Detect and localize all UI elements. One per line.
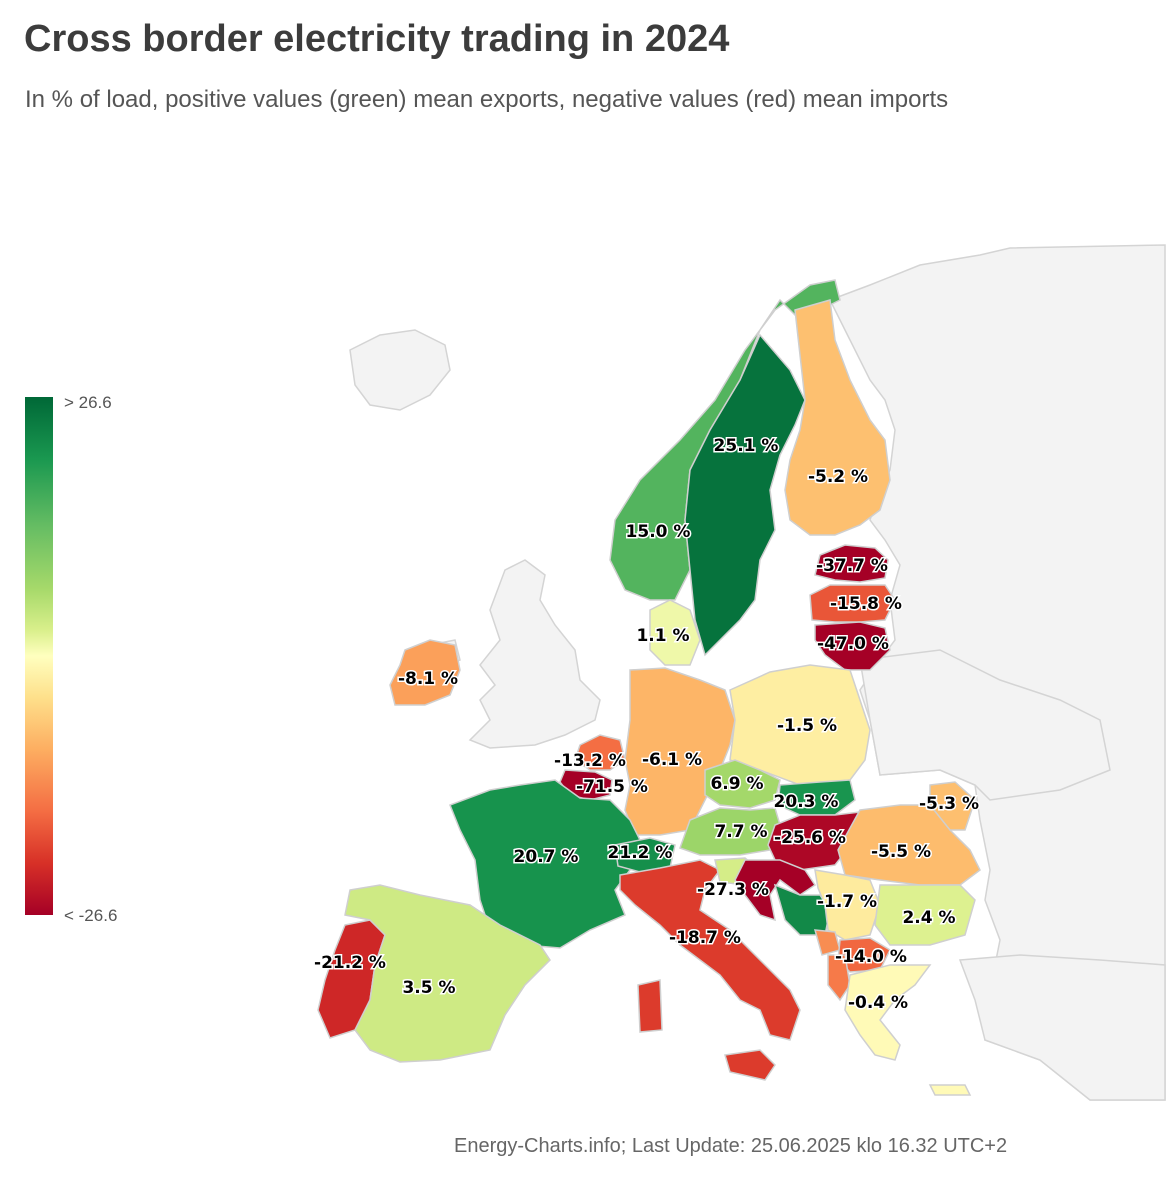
value-label-sweden: 25.1 %	[714, 436, 779, 456]
region-netherlands[interactable]	[574, 734, 626, 771]
region-lithuania[interactable]	[814, 621, 891, 671]
region-ireland[interactable]	[389, 639, 461, 706]
region-slovakia[interactable]	[777, 779, 856, 816]
value-label-norway: 15.0 %	[626, 522, 691, 542]
value-label-switzerland: 21.2 %	[608, 843, 673, 863]
region-estonia[interactable]	[814, 544, 889, 583]
value-label-romania: -5.5 %	[871, 842, 931, 862]
region-albania[interactable]	[827, 954, 851, 1002]
region-romania[interactable]	[837, 804, 981, 886]
value-labels: 15.0 % 25.1 % -5.2 % -37.7 % -15.8 % -47.0 % 1…	[313, 435, 981, 1015]
value-label-finland: -5.2 %	[808, 467, 868, 487]
value-label-latvia: -15.8 %	[830, 594, 902, 614]
legend-min-label: < -26.6	[64, 906, 118, 925]
region-finland[interactable]	[784, 299, 891, 536]
region-bulgaria[interactable]	[874, 884, 976, 946]
turkey	[958, 954, 1166, 1101]
value-label-slovakia: 20.3 %	[774, 792, 839, 812]
belarus-ukraine	[859, 649, 1111, 801]
value-label-moldova: -5.3 %	[919, 794, 979, 814]
value-label-north-macedonia: -14.0 %	[835, 947, 907, 967]
region-sweden[interactable]	[684, 333, 806, 657]
region-denmark[interactable]	[649, 599, 701, 666]
region-spain[interactable]	[344, 884, 551, 1063]
value-label-portugal: -21.2 %	[314, 953, 386, 973]
value-label-poland: -1.5 %	[777, 716, 837, 736]
page-title: Cross border electricity trading in 2024	[24, 18, 730, 60]
value-label-denmark: 1.1 %	[636, 626, 689, 646]
legend-max-label: > 26.6	[64, 393, 112, 412]
value-label-germany: -6.1 %	[642, 750, 702, 770]
value-label-france: 20.7 %	[514, 847, 579, 867]
value-label-lithuania: -47.0 %	[817, 634, 889, 654]
value-label-luxembourg: -71.5 %	[576, 777, 648, 797]
value-label-ireland: -8.1 %	[398, 669, 458, 689]
region-latvia[interactable]	[809, 584, 896, 623]
footer-credit: Energy-Charts.info; Last Update: 25.06.2…	[454, 1135, 1008, 1157]
page-subtitle: In % of load, positive values (green) me…	[25, 86, 949, 113]
value-label-bulgaria: 2.4 %	[902, 908, 955, 928]
value-label-serbia: -1.7 %	[817, 892, 877, 912]
region-norway[interactable]	[609, 279, 841, 601]
value-label-netherlands: -13.2 %	[554, 751, 626, 771]
region-greece[interactable]	[844, 964, 972, 1096]
europe-map: 15.0 % 25.1 % -5.2 % -37.7 % -15.8 % -47.0 % 1…	[313, 244, 1166, 1101]
value-label-croatia: -27.3 %	[697, 880, 769, 900]
region-france[interactable]	[449, 779, 641, 949]
value-label-greece: -0.4 %	[848, 993, 908, 1013]
value-label-austria: 7.7 %	[714, 822, 767, 842]
value-label-estonia: -37.7 %	[816, 556, 888, 576]
color-scale-bar	[25, 397, 53, 915]
region-serbia[interactable]	[814, 869, 881, 941]
background-land	[349, 244, 1166, 1101]
value-label-italy: -18.7 %	[669, 928, 741, 948]
iceland	[349, 329, 451, 411]
region-poland[interactable]	[729, 664, 871, 786]
great-britain	[468, 559, 601, 749]
value-label-czechia: 6.9 %	[710, 774, 763, 794]
region-czechia[interactable]	[704, 759, 781, 809]
region-italy[interactable]	[619, 859, 801, 1081]
value-label-hungary: -25.6 %	[774, 828, 846, 848]
value-label-spain: 3.5 %	[402, 978, 455, 998]
countries	[317, 279, 981, 1096]
